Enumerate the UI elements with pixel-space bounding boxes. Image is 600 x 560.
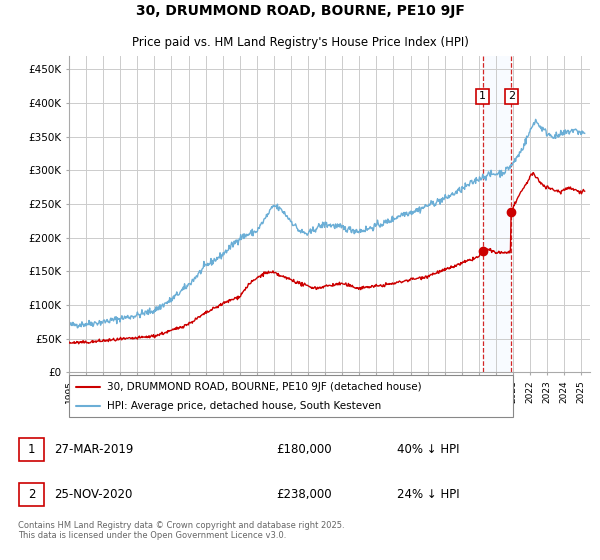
- Bar: [483, 56, 511, 372]
- Text: 40% ↓ HPI: 40% ↓ HPI: [397, 443, 460, 456]
- Text: 2: 2: [508, 91, 515, 101]
- Text: £238,000: £238,000: [276, 488, 331, 501]
- Text: 2: 2: [28, 488, 35, 501]
- Text: 30, DRUMMOND ROAD, BOURNE, PE10 9JF (detached house): 30, DRUMMOND ROAD, BOURNE, PE10 9JF (det…: [107, 381, 421, 391]
- Text: Price paid vs. HM Land Registry's House Price Index (HPI): Price paid vs. HM Land Registry's House …: [131, 36, 469, 49]
- Text: 1: 1: [28, 443, 35, 456]
- Text: HPI: Average price, detached house, South Kesteven: HPI: Average price, detached house, Sout…: [107, 401, 381, 411]
- Text: 1: 1: [479, 91, 486, 101]
- Text: 30, DRUMMOND ROAD, BOURNE, PE10 9JF: 30, DRUMMOND ROAD, BOURNE, PE10 9JF: [136, 4, 464, 17]
- Text: 24% ↓ HPI: 24% ↓ HPI: [397, 488, 460, 501]
- Text: 27-MAR-2019: 27-MAR-2019: [54, 443, 133, 456]
- Text: Contains HM Land Registry data © Crown copyright and database right 2025.
This d: Contains HM Land Registry data © Crown c…: [18, 521, 344, 540]
- Text: £180,000: £180,000: [276, 443, 331, 456]
- Text: 25-NOV-2020: 25-NOV-2020: [54, 488, 133, 501]
